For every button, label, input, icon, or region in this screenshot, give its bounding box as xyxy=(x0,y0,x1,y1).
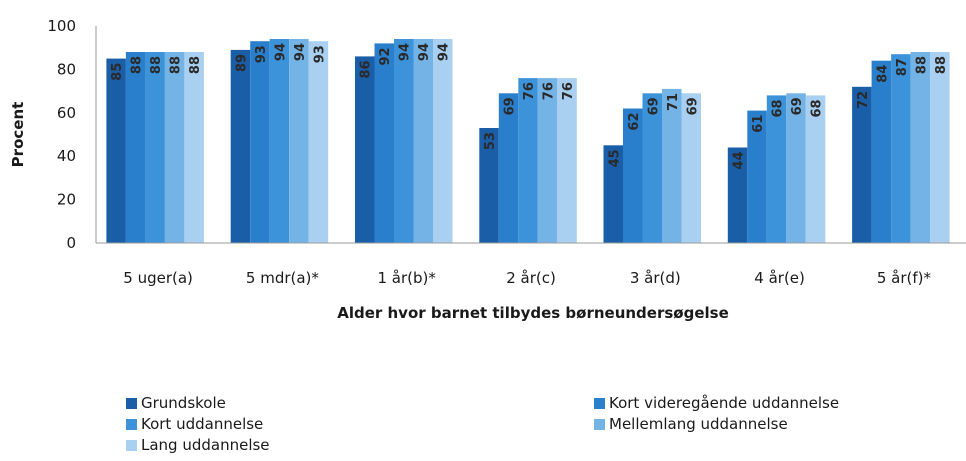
bar xyxy=(289,39,309,243)
x-tick-label: 2 år(c) xyxy=(506,269,556,287)
bar-value-label: 88 xyxy=(188,56,203,74)
bar xyxy=(414,39,434,243)
bar xyxy=(518,78,538,243)
bar xyxy=(250,41,270,243)
bar-value-label: 88 xyxy=(914,56,929,74)
x-tick-label: 5 mdr(a)* xyxy=(246,269,320,287)
bar-value-label: 94 xyxy=(398,43,413,61)
bar xyxy=(872,61,892,243)
legend-label: Kort uddannelse xyxy=(141,415,263,433)
legend-swatch xyxy=(126,419,137,430)
x-axis-title: Alder hvor barnet tilbydes børneundersøg… xyxy=(337,304,729,322)
bar-value-label: 76 xyxy=(561,82,576,100)
legend-swatch xyxy=(126,398,137,409)
bar xyxy=(106,59,126,243)
bar-value-label: 88 xyxy=(149,56,164,74)
y-tick-label: 20 xyxy=(57,191,76,209)
bar-value-label: 76 xyxy=(522,82,537,100)
bar-value-label: 62 xyxy=(627,113,642,131)
y-tick-label: 40 xyxy=(57,147,76,165)
x-tick-label: 3 år(d) xyxy=(630,269,681,287)
bar xyxy=(911,52,931,243)
y-tick-label: 60 xyxy=(57,104,76,122)
legend-item: Grundskole xyxy=(126,394,226,412)
bar xyxy=(852,87,872,243)
bar xyxy=(375,43,395,243)
legend-item: Mellemlang uddannelse xyxy=(594,415,788,433)
legend-item: Lang uddannelse xyxy=(126,436,270,454)
bar xyxy=(538,78,558,243)
bar-value-label: 88 xyxy=(169,56,184,74)
x-tick-label: 5 uger(a) xyxy=(123,269,193,287)
bar xyxy=(557,78,577,243)
bar xyxy=(662,89,682,243)
bar-value-label: 68 xyxy=(771,99,786,117)
bar xyxy=(433,39,453,243)
bar-value-label: 44 xyxy=(732,152,747,170)
bar xyxy=(145,52,165,243)
bar-value-label: 88 xyxy=(934,56,949,74)
bar-value-label: 69 xyxy=(646,97,661,115)
bar-value-label: 93 xyxy=(254,45,269,63)
bar xyxy=(126,52,145,243)
bar-value-label: 53 xyxy=(483,132,498,150)
bar-value-label: 94 xyxy=(437,43,452,61)
bar-value-label: 76 xyxy=(542,82,557,100)
legend-label: Kort videregående uddannelse xyxy=(609,394,839,412)
bar-value-label: 84 xyxy=(875,65,890,83)
y-tick-labels: 0 20 40 60 80 100 xyxy=(47,17,76,252)
bar xyxy=(394,39,414,243)
bar-value-label: 92 xyxy=(378,47,393,65)
bar xyxy=(355,56,375,243)
legend-swatch xyxy=(126,440,137,451)
bar-value-label: 94 xyxy=(293,43,308,61)
bar xyxy=(309,41,329,243)
y-tick-label: 100 xyxy=(47,17,76,35)
bar-value-label: 61 xyxy=(751,115,766,133)
bar xyxy=(270,39,290,243)
legend-label: Mellemlang uddannelse xyxy=(609,415,788,433)
legend-swatch xyxy=(594,419,605,430)
bar-value-label: 87 xyxy=(895,58,910,76)
legend-label: Grundskole xyxy=(141,394,226,412)
bar xyxy=(891,54,911,243)
x-tick-label: 4 år(e) xyxy=(754,269,805,287)
y-tick-label: 0 xyxy=(66,234,76,252)
bar xyxy=(184,52,204,243)
y-axis-title: Procent xyxy=(9,102,27,168)
bar-value-label: 89 xyxy=(234,54,249,72)
bar-value-label: 69 xyxy=(685,97,700,115)
bar-value-label: 69 xyxy=(503,97,518,115)
x-tick-label: 5 år(f)* xyxy=(877,269,932,287)
x-tick-labels: 5 uger(a) 5 mdr(a)* 1 år(b)* 2 år(c) 3 år(d)… xyxy=(123,269,931,287)
bar-value-label: 93 xyxy=(312,45,327,63)
legend-item: Kort uddannelse xyxy=(126,415,263,433)
bar-value-label: 45 xyxy=(607,149,622,167)
bar-value-label: 71 xyxy=(666,93,681,111)
bar-value-label: 69 xyxy=(790,97,805,115)
bar-value-label: 68 xyxy=(810,99,825,117)
bar xyxy=(930,52,950,243)
bar-value-label: 94 xyxy=(273,43,288,61)
bar xyxy=(165,52,185,243)
bar-value-label: 85 xyxy=(110,63,125,81)
bar-value-label: 88 xyxy=(130,56,145,74)
x-tick-label: 1 år(b)* xyxy=(377,269,436,287)
bar-value-label: 94 xyxy=(417,43,432,61)
legend-item: Kort videregående uddannelse xyxy=(594,394,839,412)
bar-value-label: 72 xyxy=(856,91,871,109)
bar xyxy=(231,50,251,243)
legend-label: Lang uddannelse xyxy=(141,436,270,454)
legend-swatch xyxy=(594,398,605,409)
y-tick-label: 80 xyxy=(57,60,76,78)
bar-value-label: 86 xyxy=(359,60,374,78)
